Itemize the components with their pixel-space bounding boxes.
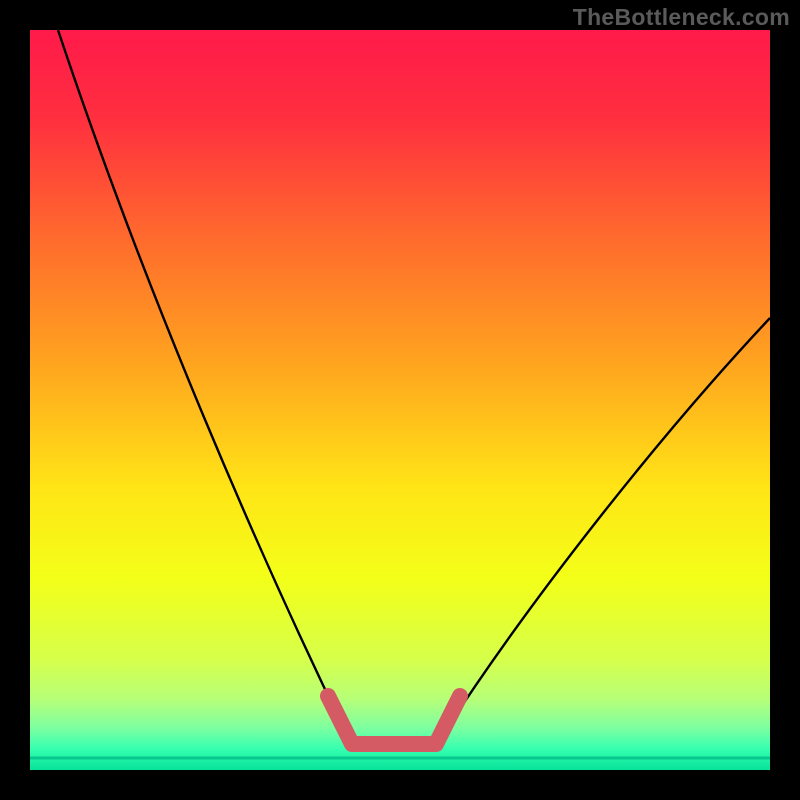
chart-stage: TheBottleneck.com xyxy=(0,0,800,800)
plot-gradient xyxy=(30,30,770,770)
watermark-text: TheBottleneck.com xyxy=(573,4,790,31)
bottleneck-chart xyxy=(0,0,800,800)
